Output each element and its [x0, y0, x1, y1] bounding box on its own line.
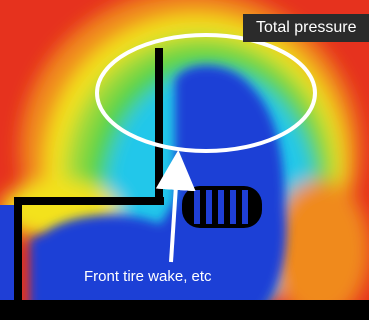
legend-title: Total pressure — [243, 14, 369, 42]
low-pressure-wake — [30, 65, 287, 320]
highlight-ellipse — [95, 33, 317, 153]
vehicle-geometry — [0, 48, 369, 320]
annotation-arrow — [155, 150, 196, 263]
annotation-label: Front tire wake, etc — [84, 268, 212, 285]
